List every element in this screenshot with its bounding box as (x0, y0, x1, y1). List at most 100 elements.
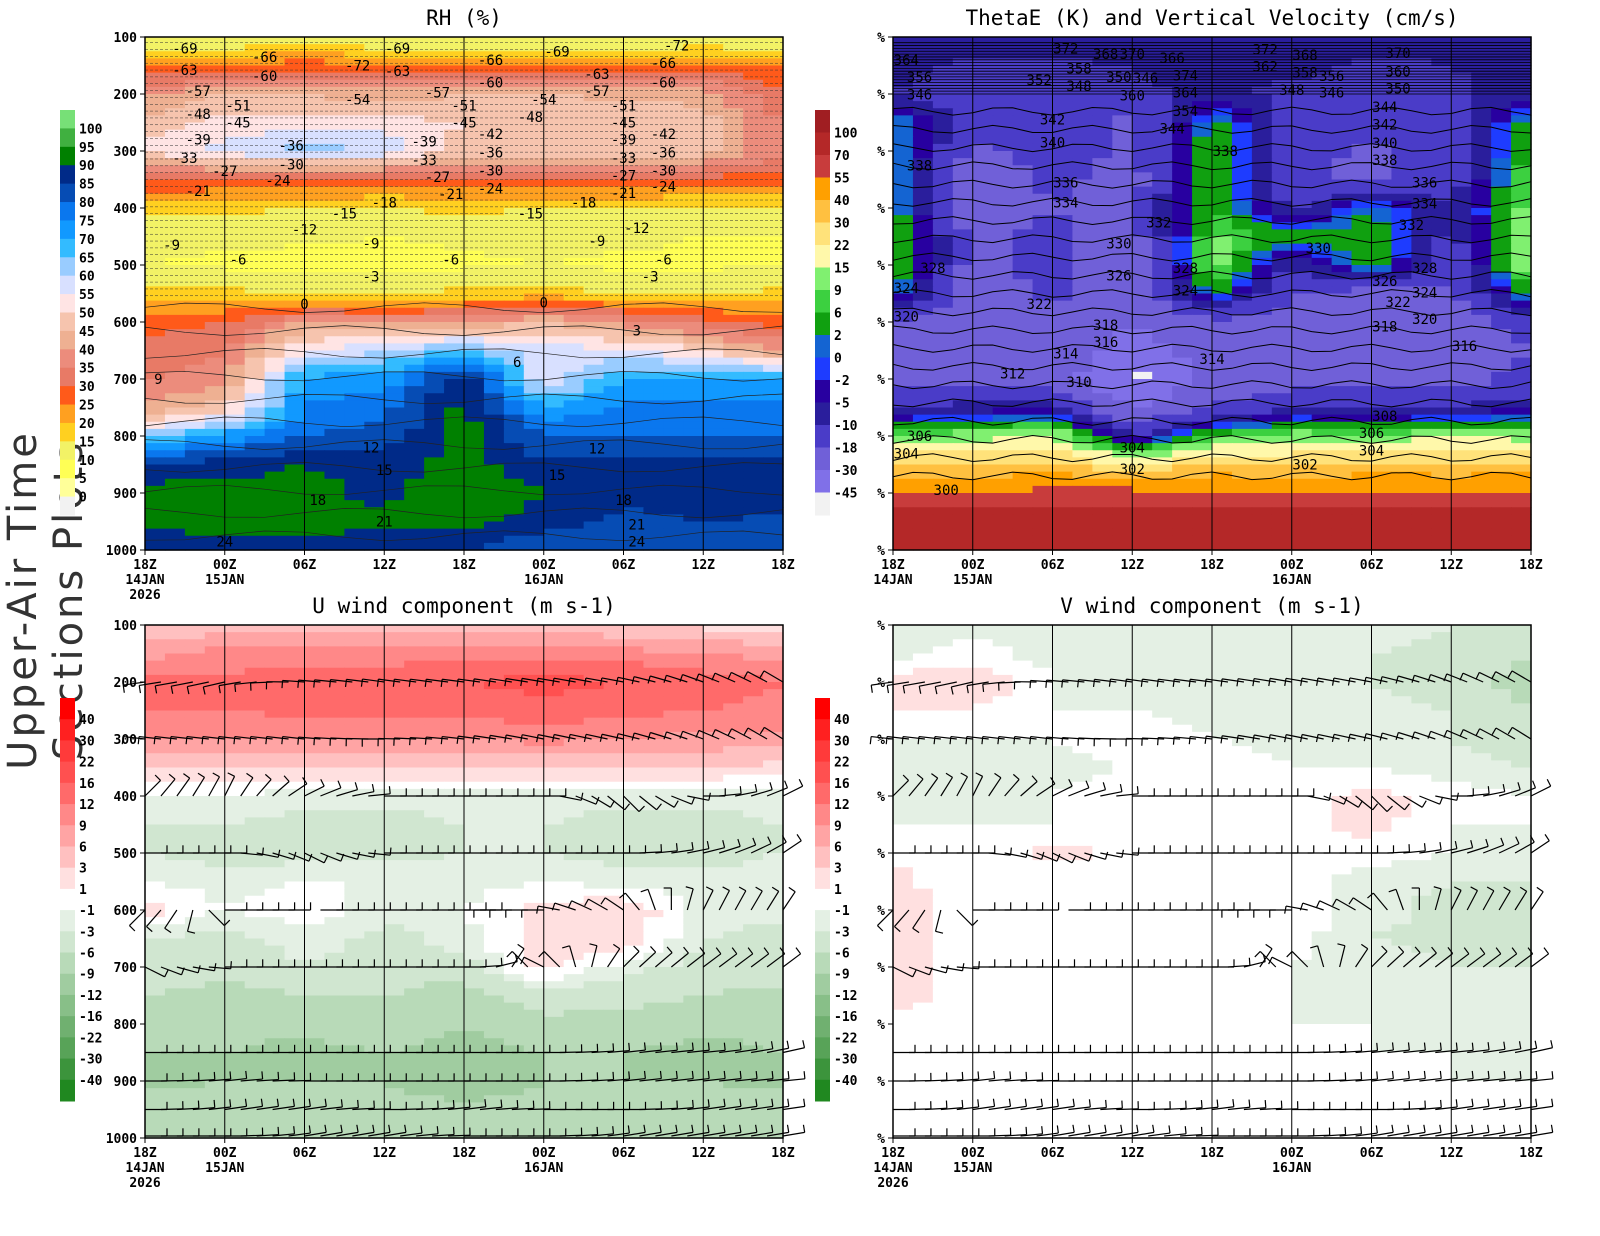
heat-cell (1192, 158, 1213, 166)
heat-cell (404, 336, 425, 344)
heat-cell (1291, 51, 1313, 59)
heat-cell (1152, 37, 1173, 45)
heat-cell (992, 535, 1014, 544)
heat-cell (1491, 521, 1512, 530)
heat-cell (663, 243, 684, 252)
heat-cell (464, 493, 485, 501)
heat-cell (1132, 514, 1153, 523)
heat-cell (643, 542, 664, 551)
heat-cell (952, 485, 974, 494)
heat-cell (1032, 250, 1054, 259)
heat-cell (683, 500, 704, 508)
heat-cell (1451, 215, 1472, 223)
x-tick-label: 12Z (1121, 558, 1145, 573)
heat-cell (344, 243, 365, 252)
heat-cell (244, 485, 266, 494)
heat-cell (603, 94, 625, 102)
heat-cell (164, 58, 186, 67)
heat-cell (723, 72, 744, 81)
heat-cell (384, 357, 405, 366)
heat-cell (703, 200, 724, 209)
heat-cell (324, 500, 345, 508)
heat-cell (1411, 293, 1432, 302)
heat-cell (1431, 58, 1452, 67)
heat-cell (1291, 393, 1313, 401)
heat-cell (1291, 379, 1313, 387)
heat-cell (1491, 343, 1512, 352)
heat-cell (424, 386, 445, 394)
heat-cell (464, 542, 485, 551)
heat-cell (404, 243, 425, 252)
heat-cell (1371, 37, 1393, 45)
heat-cell (1032, 243, 1054, 252)
heat-cell (145, 215, 166, 223)
heat-cell (483, 364, 505, 373)
heat-cell (1192, 485, 1213, 494)
y-tick-label: % (877, 487, 885, 502)
heat-cell (1072, 450, 1093, 458)
heat-cell (1291, 450, 1313, 458)
colorbar-label: 85 (79, 178, 95, 193)
contour-label: -39 (186, 133, 211, 149)
heat-cell (1212, 250, 1233, 259)
heat-cell (1092, 322, 1113, 330)
heat-cell (1391, 393, 1412, 401)
heat-cell (404, 371, 425, 380)
heat-cell (204, 500, 226, 508)
heat-cell (663, 143, 684, 152)
heat-cell (623, 400, 645, 409)
heat-cell (523, 186, 545, 195)
heat-cell (523, 151, 545, 159)
heat-cell (424, 357, 445, 366)
heat-cell (1351, 293, 1373, 302)
heat-cell (603, 386, 625, 394)
heat-cell (1092, 250, 1113, 259)
heat-cell (304, 179, 326, 188)
heat-cell (763, 172, 784, 181)
heat-cell (723, 143, 744, 152)
heat-cell (603, 357, 625, 366)
heat-cell (244, 300, 266, 309)
heat-cell (603, 65, 625, 74)
heat-cell (723, 279, 744, 287)
heat-cell (444, 101, 465, 109)
heat-cell (204, 108, 226, 116)
heat-cell (703, 485, 724, 494)
heat-cell (284, 151, 306, 159)
heat-cell (583, 129, 605, 138)
heat-cell (1371, 208, 1393, 216)
heat-cell (1491, 136, 1512, 145)
heat-cell (1471, 115, 1492, 124)
heat-cell (1391, 379, 1412, 387)
heat-cell (1092, 443, 1113, 451)
heat-cell (643, 72, 664, 81)
heat-cell (1471, 407, 1492, 416)
heat-cell (1291, 307, 1313, 316)
heat-cell (663, 272, 684, 280)
heat-cell (1491, 51, 1512, 59)
heat-cell (663, 379, 684, 387)
heat-cell (224, 129, 246, 138)
heat-cell (743, 265, 764, 273)
heat-cell (563, 51, 585, 59)
heat-cell (1251, 250, 1273, 259)
heat-cell (992, 108, 1014, 116)
heat-cell (1212, 222, 1233, 230)
heat-cell (1351, 500, 1373, 508)
heat-cell (703, 215, 724, 223)
heat-cell (184, 386, 206, 394)
heat-cell (164, 379, 186, 387)
heat-cell (164, 165, 186, 173)
heat-cell (503, 58, 525, 67)
heat-cell (743, 79, 764, 88)
heat-cell (244, 471, 266, 480)
heat-cell (284, 165, 306, 173)
heat-cell (1092, 108, 1113, 116)
heat-cell (424, 51, 445, 59)
heat-cell (404, 44, 425, 52)
heat-cell (1451, 507, 1472, 515)
heat-cell (663, 37, 684, 45)
heat-cell (952, 136, 974, 145)
heat-cell (1351, 129, 1373, 138)
heat-cell (1112, 129, 1133, 138)
